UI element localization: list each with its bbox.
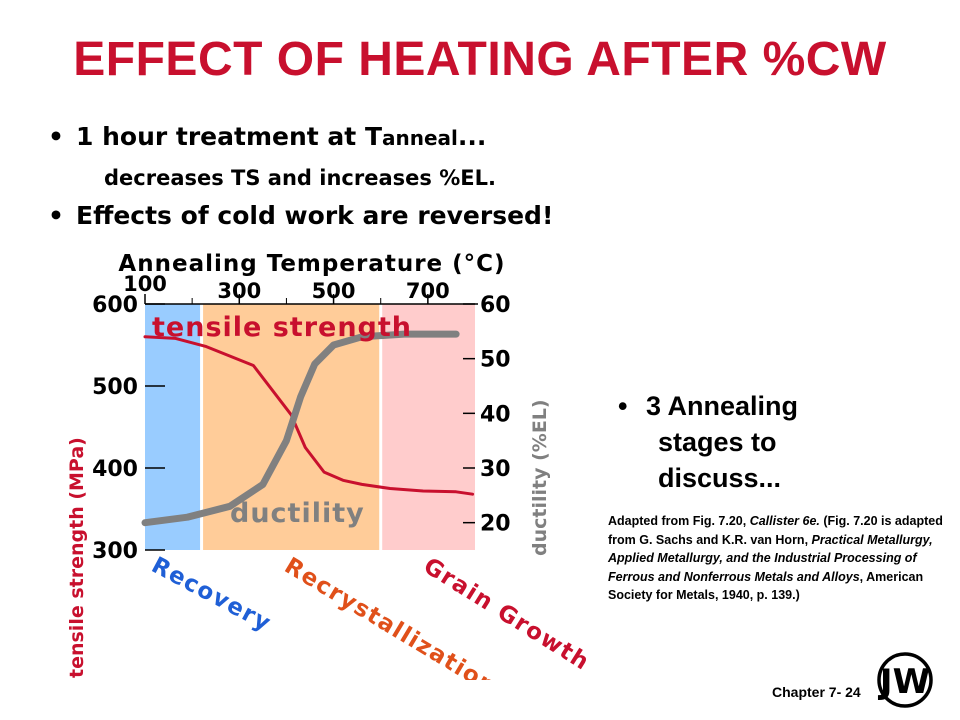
credit-part: , American Society for Metals, 1940, p. … (608, 569, 924, 603)
left-axis-title: tensile strength (MPa) (66, 437, 88, 678)
credit-source-title: Practical Metallurgy, Applied Metallurgy… (608, 532, 933, 584)
right-tick-label: 40 (480, 402, 511, 427)
x-tick-label: 300 (217, 279, 261, 303)
stages-bullet: • 3 Annealing stages to discuss... (618, 388, 798, 496)
data-lines (141, 330, 475, 527)
left-tick-label: 600 (92, 293, 138, 318)
credit-part: (Fig. 7.20 is adapted from G. Sachs and … (608, 514, 943, 547)
right-tick-label: 60 (480, 293, 511, 318)
bullet-dot: • (48, 122, 64, 151)
region-3 (380, 304, 475, 550)
bullet1-tail: ... (457, 122, 487, 151)
region-1 (145, 304, 202, 550)
stages-line2: stages to (658, 427, 777, 457)
left-tick-label: 300 (92, 539, 138, 564)
x-axis-title: Annealing Temperature (°C) (118, 251, 505, 277)
right-tick-label: 30 (480, 457, 511, 482)
credit-book: Callister 6e. (749, 514, 820, 528)
stages-line1: 3 Annealing (646, 391, 799, 421)
bullet1-main: 1 hour treatment at T (76, 122, 382, 151)
right-tick-label: 50 (480, 348, 511, 373)
left-tick-label: 500 (92, 375, 138, 400)
logo-ring (877, 652, 933, 708)
series-line-ductility (141, 330, 460, 527)
ductility-label: ductility (230, 498, 365, 529)
wiley-logo: JW (877, 652, 933, 708)
series-labels: tensile strength ductility (152, 312, 412, 529)
bullet-dot: • (618, 391, 628, 421)
bullet1-continuation: decreases TS and increases %EL. (104, 166, 496, 190)
x-axis-ticks: 100 300 500 700 (123, 272, 478, 305)
bullet2-text: Effects of cold work are reversed! (76, 201, 554, 230)
left-tick-label: 400 (92, 457, 138, 482)
tensile-strength-label: tensile strength (152, 312, 412, 343)
stages-line3: discuss... (658, 463, 782, 493)
slide-title: EFFECT OF HEATING AFTER %CW (73, 33, 887, 86)
region-label-1: Recovery (147, 552, 275, 637)
right-tick-label: 20 (480, 512, 511, 537)
right-axis-ticks: 20 30 40 50 60 (463, 293, 511, 537)
bullet1-subscript: anneal (382, 126, 458, 150)
x-tick-label: 100 (123, 272, 167, 296)
credit-part: Adapted from Fig. 7.20, (608, 514, 750, 528)
figure-credit: Adapted from Fig. 7.20, Callister 6e. (F… (608, 512, 943, 605)
bullet-anneal: • 1 hour treatment at Tanneal... (48, 122, 486, 151)
left-axis-ticks: 300 400 500 600 (92, 293, 165, 564)
series-line-tensile (143, 335, 475, 496)
bullet-dot: • (48, 201, 64, 230)
logo-letters: JW (878, 662, 930, 702)
x-tick-label: 500 (312, 279, 356, 303)
bullet-reversed: • Effects of cold work are reversed! (48, 201, 553, 230)
region-label-2: Recrystallization (280, 553, 501, 680)
x-tick-label: 700 (406, 279, 450, 303)
chapter-footer: Chapter 7- 24 (772, 684, 861, 700)
right-axis-title: ductility (%EL) (529, 399, 551, 556)
annealing-chart: Annealing Temperature (°C) 100 300 500 700 … (66, 251, 594, 680)
